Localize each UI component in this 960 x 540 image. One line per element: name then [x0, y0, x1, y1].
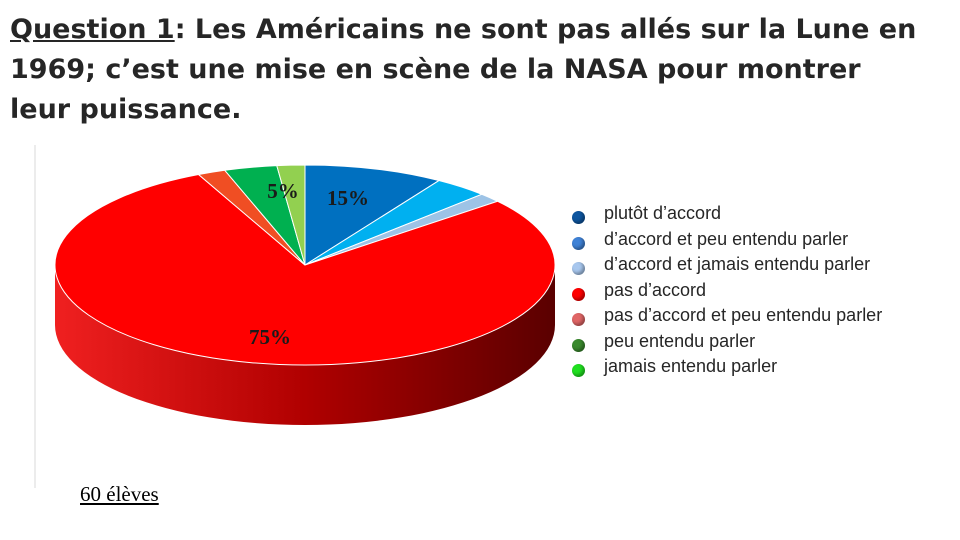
student-count-note: 60 élèves	[80, 482, 159, 506]
question-label: Question 1	[10, 14, 175, 45]
data-label-peu-entendu-parler: 5%	[267, 179, 299, 203]
legend-label: pas d’accord et peu entendu parler	[604, 305, 883, 325]
legend-label: jamais entendu parler	[604, 356, 778, 376]
pie-slice-jamais-entendu-parler[interactable]	[276, 164, 306, 266]
legend-label: pas d’accord	[604, 279, 707, 300]
question-text: : Les Américains ne sont pas allés sur l…	[10, 14, 917, 125]
legend-swatch	[572, 287, 585, 301]
pie-slice-plutot-d-accord[interactable]	[304, 164, 441, 266]
legend-swatch	[572, 262, 585, 275]
pie-slice-pas-d-accord[interactable]	[54, 173, 556, 366]
data-label-pas-d-accord: 75%	[249, 325, 291, 349]
legend-swatch	[572, 313, 585, 326]
legend-label: d’accord et jamais entendu parler	[604, 254, 871, 274]
pie-side-pas-d-accord	[55, 265, 555, 425]
legend-swatch	[572, 338, 585, 352]
legend-swatch	[572, 211, 585, 224]
legend-swatch	[572, 364, 585, 377]
data-label-plutot-d-accord: 15%	[327, 186, 369, 210]
legend-label: d’accord et peu entendu parler	[604, 228, 849, 249]
legend-swatch	[572, 236, 585, 250]
legend-label: plutôt d’accord	[604, 203, 722, 223]
legend-label: peu entendu parler	[604, 330, 756, 351]
chart-title: Question 1: Les Américains ne sont pas a…	[10, 10, 930, 130]
